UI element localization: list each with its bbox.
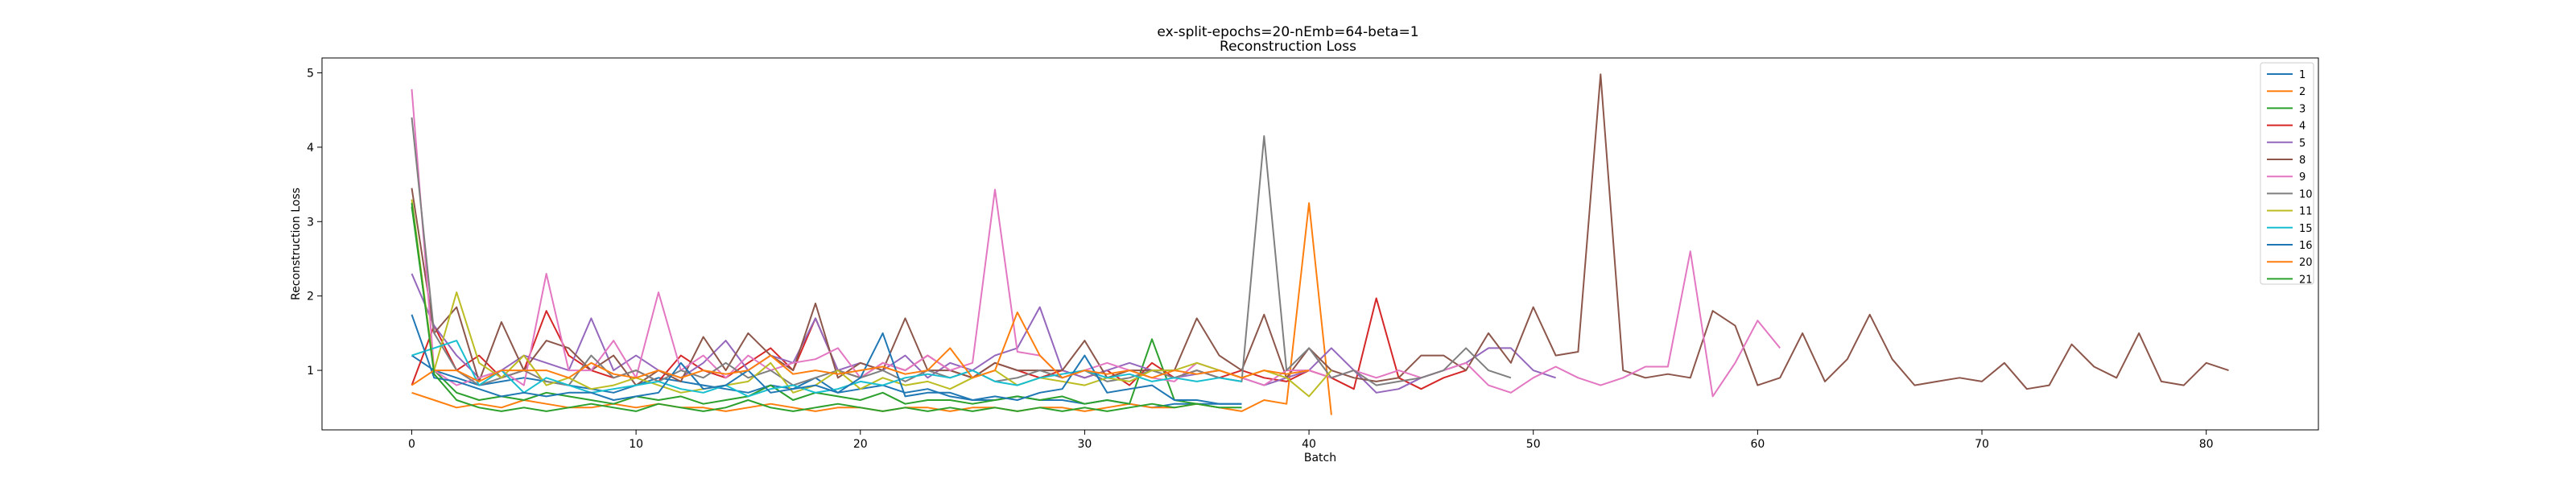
chart-title: ex-split-epochs=20-nEmb=64-beta=1	[1157, 24, 1418, 40]
legend: 1 2 3 4 5 8 9 10 11 15 16 20 21	[2260, 62, 2314, 286]
legend-label-2: 2	[2299, 86, 2306, 98]
x-tick-label: 80	[2199, 438, 2214, 451]
legend-box	[2260, 62, 2314, 285]
series-line-9	[411, 89, 1781, 398]
x-tick-label: 0	[408, 438, 415, 451]
series-line-20	[411, 312, 1310, 386]
series-layer	[411, 73, 2229, 415]
legend-label-15: 15	[2299, 223, 2313, 235]
y-axis-label: Reconstruction Loss	[290, 188, 303, 300]
legend-label-4: 4	[2299, 121, 2306, 133]
legend-label-1: 1	[2299, 69, 2306, 81]
series-line-8	[411, 73, 2229, 390]
legend-label-11: 11	[2299, 206, 2313, 218]
legend-label-9: 9	[2299, 171, 2306, 184]
legend-label-10: 10	[2299, 188, 2313, 200]
legend-label-16: 16	[2299, 240, 2313, 252]
y-tick-label: 1	[307, 365, 314, 378]
x-tick-label: 70	[1975, 438, 1989, 451]
y-tick-label: 3	[307, 216, 314, 229]
x-tick-label: 20	[853, 438, 868, 451]
series-line-15	[411, 340, 1242, 398]
legend-label-5: 5	[2299, 138, 2306, 150]
x-tick-label: 60	[1750, 438, 1765, 451]
legend-label-21: 21	[2299, 274, 2313, 286]
x-axis-label: Batch	[1304, 452, 1336, 464]
x-tick-label: 50	[1526, 438, 1541, 451]
x-tick-label: 40	[1302, 438, 1316, 451]
legend-label-20: 20	[2299, 257, 2313, 269]
legend-label-3: 3	[2299, 103, 2306, 115]
x-tick-label: 10	[629, 438, 643, 451]
chart-subtitle: Reconstruction Loss	[1220, 39, 1356, 55]
y-tick-label: 4	[307, 142, 314, 155]
series-line-16	[411, 314, 1242, 405]
x-tick-label: 30	[1078, 438, 1092, 451]
y-tick-label: 5	[307, 67, 314, 80]
series-line-21	[411, 203, 1242, 412]
ticks-layer: 0 10 20 30 40 50 60 70 80 1 2 3 4 5	[307, 67, 2214, 451]
y-tick-label: 2	[307, 291, 314, 303]
series-line-5	[411, 273, 1556, 394]
legend-label-8: 8	[2299, 155, 2306, 167]
plot-frame	[321, 57, 2319, 431]
